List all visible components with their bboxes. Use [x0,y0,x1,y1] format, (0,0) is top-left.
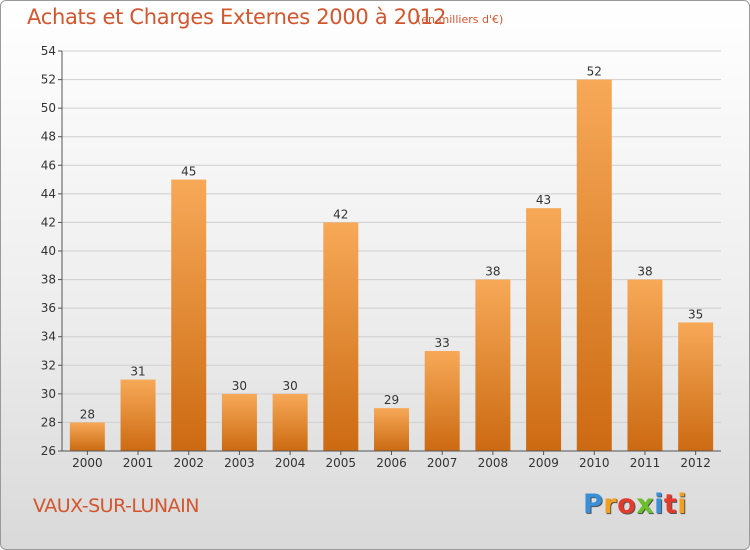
y-tick-label: 30 [41,387,56,401]
bar [475,279,511,451]
bar-value-label: 29 [384,393,399,407]
y-tick-label: 38 [41,273,56,287]
x-tick-label: 2006 [376,456,407,470]
y-tick-label: 40 [41,244,56,258]
y-tick-label: 28 [41,415,56,429]
bar [120,379,156,451]
proxiti-logo: Proxiti [583,489,687,520]
bar [221,393,257,451]
bar-value-label: 45 [181,165,196,179]
bar-value-label: 31 [130,365,145,379]
chart-subtitle: (en milliers d'€) [417,13,504,26]
logo-letter: P [583,489,604,520]
bar [272,393,308,451]
bar [69,422,105,451]
bar-value-label: 52 [587,65,602,79]
x-tick-label: 2007 [427,456,458,470]
bar [323,222,359,451]
axes: 26 28 30 32 34 36 38 40 42 44 46 48 50 52 54 2000 2001 20… [41,44,721,470]
y-tick-label: 36 [41,301,56,315]
logo-letter: i [677,489,688,520]
bar [374,408,409,451]
x-tick-label: 2002 [173,456,204,470]
bar [576,79,612,452]
bar-value-label: 33 [435,336,450,350]
y-tick-label: 32 [41,358,56,372]
bar [171,179,207,452]
bar-value-label: 30 [232,379,247,393]
x-tick-label: 2012 [680,456,711,470]
bar [678,322,714,451]
bars: 28 31 45 30 30 42 29 33 38 43 52 38 35 [69,65,714,452]
y-tick-label: 50 [41,101,56,115]
bar [424,351,460,451]
bar-value-label: 28 [80,407,95,421]
logo-letter: t [663,489,678,520]
y-tick-label: 52 [41,73,56,87]
bar [526,208,562,451]
bar-value-label: 38 [485,265,500,279]
y-tick-label: 54 [41,44,56,58]
bar-value-label: 43 [536,193,551,207]
bar-value-label: 35 [688,307,703,321]
x-tick-label: 2009 [528,456,559,470]
x-tick-label: 2010 [579,456,610,470]
x-tick-label: 2001 [123,456,154,470]
grid-lines [62,50,721,452]
x-tick-label: 2000 [72,456,103,470]
commune-name: VAUX-SUR-LUNAIN [33,495,199,517]
x-tick-label: 2011 [630,456,661,470]
bar-value-label: 38 [637,265,652,279]
y-tick-label: 42 [41,215,56,229]
bar-value-label: 30 [282,379,297,393]
x-tick-label: 2003 [224,456,255,470]
logo-letter: r [603,489,618,520]
x-tick-label: 2004 [275,456,306,470]
logo-letter: o [617,489,637,520]
chart-title: Achats et Charges Externes 2000 à 2012 [27,5,447,29]
x-tick-label: 2008 [478,456,509,470]
y-tick-label: 44 [41,187,56,201]
logo-letter: x [636,489,655,520]
bar-value-label: 42 [333,207,348,221]
bar [627,279,663,451]
y-tick-label: 46 [41,158,56,172]
y-tick-label: 48 [41,130,56,144]
logo-letter: i [654,489,664,520]
y-tick-label: 26 [41,444,56,458]
y-tick-label: 34 [41,330,56,344]
x-tick-label: 2005 [326,456,357,470]
